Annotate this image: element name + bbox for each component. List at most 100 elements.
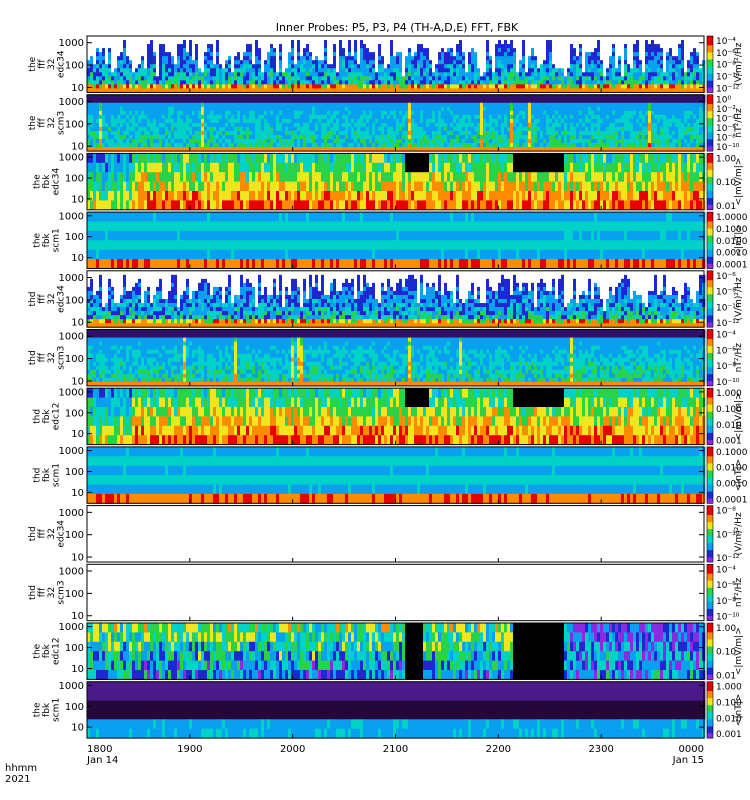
spectrogram-cell bbox=[360, 60, 364, 65]
spectrogram-cell bbox=[375, 56, 379, 61]
spectrogram-cell bbox=[342, 76, 346, 81]
spectrogram-cell bbox=[417, 64, 421, 69]
spectrogram-cell bbox=[675, 68, 679, 73]
spectrogram-cell bbox=[618, 72, 622, 77]
spectrogram-cell bbox=[528, 44, 532, 49]
spectrogram-cell bbox=[297, 126, 301, 132]
spectrogram-cell bbox=[396, 64, 400, 69]
spectrogram-cell bbox=[396, 48, 400, 53]
spectrogram-cell bbox=[495, 106, 499, 112]
spectrogram-cell bbox=[357, 143, 361, 148]
spectrogram-cell bbox=[408, 72, 412, 77]
spectrogram-cell bbox=[141, 110, 145, 116]
spectrogram-cell bbox=[417, 147, 421, 152]
spectrogram-cell bbox=[441, 98, 445, 104]
spectrogram-cell bbox=[261, 110, 265, 116]
spectrogram-cell bbox=[543, 60, 547, 65]
spectrogram-cell bbox=[498, 84, 502, 89]
spectrogram-cell bbox=[480, 130, 484, 136]
spectrogram-cell bbox=[480, 72, 484, 77]
spectrogram-cell bbox=[450, 102, 454, 108]
spectrogram-cell bbox=[450, 147, 454, 152]
spectrogram-cell bbox=[477, 147, 481, 152]
spectrogram-cell bbox=[123, 110, 127, 116]
spectrogram-cell bbox=[117, 68, 121, 73]
spectrogram-cell bbox=[303, 40, 307, 45]
spectrogram-cell bbox=[117, 98, 121, 104]
spectrogram-cell bbox=[648, 84, 652, 89]
spectrogram-cell bbox=[339, 110, 343, 116]
spectrogram-cell bbox=[258, 130, 262, 136]
spectrogram-cell bbox=[531, 88, 535, 93]
spectrogram-cell bbox=[246, 40, 250, 45]
spectrogram-cell bbox=[105, 114, 109, 120]
spectrogram-cell bbox=[171, 102, 175, 108]
spectrogram-cell bbox=[252, 110, 256, 116]
spectrogram-cell bbox=[471, 114, 475, 120]
spectrogram-cell bbox=[639, 56, 643, 61]
spectrogram-cell bbox=[276, 60, 280, 65]
spectrogram-cell bbox=[423, 48, 427, 53]
spectrogram-cell bbox=[177, 76, 181, 81]
spectrogram-cell bbox=[228, 122, 232, 128]
spectrogram-cell bbox=[537, 48, 541, 53]
spectrogram-cell bbox=[519, 98, 523, 104]
spectrogram-cell bbox=[297, 36, 301, 41]
spectrogram-cell bbox=[522, 94, 526, 100]
spectrogram-cell bbox=[330, 147, 334, 152]
spectrogram-cell bbox=[174, 84, 178, 89]
spectrogram-cell bbox=[483, 110, 487, 116]
spectrogram-cell bbox=[465, 76, 469, 81]
spectrogram-cell bbox=[378, 56, 382, 61]
spectrogram-cell bbox=[468, 88, 472, 93]
spectrogram-cell bbox=[237, 98, 241, 104]
spectrogram-cell bbox=[141, 139, 145, 144]
spectrogram-cell bbox=[684, 48, 688, 53]
spectrogram-cell bbox=[663, 80, 667, 85]
spectrogram-cell bbox=[405, 80, 409, 85]
spectrogram-cell bbox=[279, 102, 283, 108]
spectrogram-cell bbox=[582, 80, 586, 85]
spectrogram-cell bbox=[321, 106, 325, 112]
spectrogram-cell bbox=[369, 44, 373, 49]
spectrogram-cell bbox=[447, 126, 451, 132]
spectrogram-cell bbox=[141, 143, 145, 148]
spectrogram-cell bbox=[108, 110, 112, 116]
spectrogram-cell bbox=[330, 84, 334, 89]
spectrogram-cell bbox=[291, 106, 295, 112]
spectrogram-cell bbox=[354, 48, 358, 53]
spectrogram-cell bbox=[111, 68, 115, 73]
spectrogram-cell bbox=[342, 147, 346, 152]
spectrogram-cell bbox=[150, 106, 154, 112]
spectrogram-cell bbox=[114, 56, 118, 61]
spectrogram-cell bbox=[426, 80, 430, 85]
spectrogram-cell bbox=[147, 68, 151, 73]
spectrogram-cell bbox=[213, 84, 217, 89]
spectrogram-cell bbox=[342, 48, 346, 53]
spectrogram-cell bbox=[639, 80, 643, 85]
spectrogram-cell bbox=[243, 147, 247, 152]
spectrogram-cell bbox=[459, 80, 463, 85]
spectrogram-cell bbox=[456, 118, 460, 124]
spectrogram-cell bbox=[105, 130, 109, 136]
spectrogram-cell bbox=[324, 147, 328, 152]
spectrogram-cell bbox=[204, 130, 208, 136]
spectrogram-cell bbox=[240, 80, 244, 85]
spectrogram-cell bbox=[384, 134, 388, 140]
spectrogram-cell bbox=[399, 134, 403, 140]
spectrogram-cell bbox=[348, 76, 352, 81]
spectrogram-cell bbox=[333, 122, 337, 128]
spectrogram-cell bbox=[282, 80, 286, 85]
spectrogram-cell bbox=[249, 118, 253, 124]
spectrogram-cell bbox=[192, 88, 196, 93]
spectrogram-cell bbox=[438, 102, 442, 108]
spectrogram-cell bbox=[381, 48, 385, 53]
spectrogram-cell bbox=[105, 72, 109, 77]
spectrogram-cell bbox=[414, 84, 418, 89]
spectrogram-cell bbox=[186, 98, 190, 104]
spectrogram-cell bbox=[210, 88, 214, 93]
spectrogram-cell bbox=[99, 143, 103, 148]
spectrogram-cell bbox=[486, 72, 490, 77]
spectrogram-cell bbox=[303, 68, 307, 73]
spectrogram-cell bbox=[180, 94, 184, 100]
